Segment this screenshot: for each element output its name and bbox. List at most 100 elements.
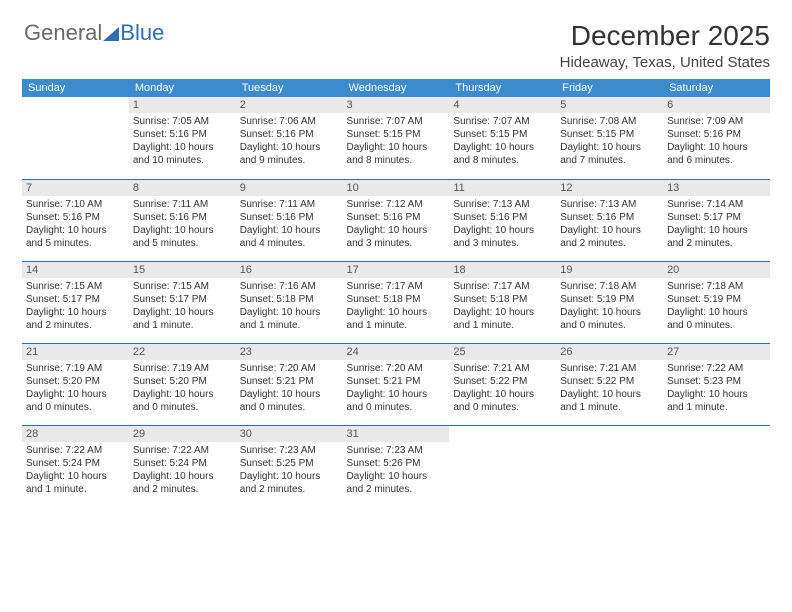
calendar-day-cell: 28Sunrise: 7:22 AMSunset: 5:24 PMDayligh… bbox=[22, 425, 129, 507]
day-number: 13 bbox=[663, 180, 770, 196]
day-number: 21 bbox=[22, 344, 129, 360]
day-info: Sunrise: 7:19 AMSunset: 5:20 PMDaylight:… bbox=[26, 362, 125, 414]
day-info: Sunrise: 7:06 AMSunset: 5:16 PMDaylight:… bbox=[240, 115, 339, 167]
day-info: Sunrise: 7:23 AMSunset: 5:25 PMDaylight:… bbox=[240, 444, 339, 496]
day-info: Sunrise: 7:22 AMSunset: 5:23 PMDaylight:… bbox=[667, 362, 766, 414]
day-info: Sunrise: 7:07 AMSunset: 5:15 PMDaylight:… bbox=[347, 115, 446, 167]
calendar-day-cell: 6Sunrise: 7:09 AMSunset: 5:16 PMDaylight… bbox=[663, 97, 770, 179]
calendar-day-cell: 7 Sunrise: 7:10 AMSunset: 5:16 PMDaylight… bbox=[22, 179, 129, 261]
day-info: Sunrise: 7:05 AMSunset: 5:16 PMDaylight:… bbox=[133, 115, 232, 167]
calendar-day-cell: 9 Sunrise: 7:11 AMSunset: 5:16 PMDaylight… bbox=[236, 179, 343, 261]
calendar-day-cell: 10 Sunrise: 7:12 AMSunset: 5:16 PMDayligh… bbox=[343, 179, 450, 261]
day-info: Sunrise: 7:20 AMSunset: 5:21 PMDaylight:… bbox=[347, 362, 446, 414]
day-info: Sunrise: 7:17 AMSunset: 5:18 PMDaylight:… bbox=[453, 280, 552, 332]
day-info: Sunrise: 7:15 AMSunset: 5:17 PMDaylight:… bbox=[26, 280, 125, 332]
calendar-week-row: 14Sunrise: 7:15 AMSunset: 5:17 PMDayligh… bbox=[22, 261, 770, 343]
day-number: 6 bbox=[663, 97, 770, 113]
calendar-day-cell: 23 Sunrise: 7:20 AMSunset: 5:21 PMDayligh… bbox=[236, 343, 343, 425]
calendar-day-cell: 16Sunrise: 7:16 AMSunset: 5:18 PMDayligh… bbox=[236, 261, 343, 343]
day-number: 2 bbox=[236, 97, 343, 113]
calendar-day-cell: 26 Sunrise: 7:21 AMSunset: 5:22 PMDayligh… bbox=[556, 343, 663, 425]
day-number: 10 bbox=[343, 180, 450, 196]
day-number: 16 bbox=[236, 262, 343, 278]
day-number: 23 bbox=[236, 344, 343, 360]
day-number: 31 bbox=[343, 426, 450, 442]
weekday-header: Monday bbox=[129, 79, 236, 97]
calendar-day-cell: 1 Sunrise: 7:05 AMSunset: 5:16 PMDaylight… bbox=[129, 97, 236, 179]
logo-triangle-icon bbox=[103, 27, 119, 41]
calendar-day-cell: 5Sunrise: 7:08 AMSunset: 5:15 PMDaylight… bbox=[556, 97, 663, 179]
day-number: 9 bbox=[236, 180, 343, 196]
day-info: Sunrise: 7:07 AMSunset: 5:15 PMDaylight:… bbox=[453, 115, 552, 167]
day-info: Sunrise: 7:22 AMSunset: 5:24 PMDaylight:… bbox=[26, 444, 125, 496]
day-number: 1 bbox=[129, 97, 236, 113]
day-number: 26 bbox=[556, 344, 663, 360]
logo: General Blue bbox=[24, 20, 164, 46]
day-info: Sunrise: 7:23 AMSunset: 5:26 PMDaylight:… bbox=[347, 444, 446, 496]
logo-text-1: General bbox=[24, 20, 102, 46]
day-info: Sunrise: 7:11 AMSunset: 5:16 PMDaylight:… bbox=[240, 198, 339, 250]
weekday-header: Tuesday bbox=[236, 79, 343, 97]
calendar-day-cell: 29 Sunrise: 7:22 AMSunset: 5:24 PMDayligh… bbox=[129, 425, 236, 507]
day-number: 12 bbox=[556, 180, 663, 196]
day-info: Sunrise: 7:17 AMSunset: 5:18 PMDaylight:… bbox=[347, 280, 446, 332]
calendar-day-cell: 12 Sunrise: 7:13 AMSunset: 5:16 PMDayligh… bbox=[556, 179, 663, 261]
day-info: Sunrise: 7:13 AMSunset: 5:16 PMDaylight:… bbox=[560, 198, 659, 250]
calendar-day-cell: . bbox=[22, 97, 129, 179]
day-number: 30 bbox=[236, 426, 343, 442]
weekday-header-row: SundayMondayTuesdayWednesdayThursdayFrid… bbox=[22, 79, 770, 97]
day-info: Sunrise: 7:14 AMSunset: 5:17 PMDaylight:… bbox=[667, 198, 766, 250]
calendar-day-cell: . bbox=[663, 425, 770, 507]
weekday-header: Wednesday bbox=[343, 79, 450, 97]
calendar-day-cell: 15 Sunrise: 7:15 AMSunset: 5:17 PMDayligh… bbox=[129, 261, 236, 343]
day-info: Sunrise: 7:21 AMSunset: 5:22 PMDaylight:… bbox=[560, 362, 659, 414]
calendar-week-row: 21Sunrise: 7:19 AMSunset: 5:20 PMDayligh… bbox=[22, 343, 770, 425]
calendar-day-cell: 25Sunrise: 7:21 AMSunset: 5:22 PMDayligh… bbox=[449, 343, 556, 425]
weekday-header: Sunday bbox=[22, 79, 129, 97]
calendar-week-row: 7 Sunrise: 7:10 AMSunset: 5:16 PMDaylight… bbox=[22, 179, 770, 261]
logo-text-2: Blue bbox=[120, 20, 164, 46]
day-info: Sunrise: 7:19 AMSunset: 5:20 PMDaylight:… bbox=[133, 362, 232, 414]
calendar-week-row: 28Sunrise: 7:22 AMSunset: 5:24 PMDayligh… bbox=[22, 425, 770, 507]
day-info: Sunrise: 7:15 AMSunset: 5:17 PMDaylight:… bbox=[133, 280, 232, 332]
calendar-day-cell: 14 Sunrise: 7:15 AMSunset: 5:17 PMDayligh… bbox=[22, 261, 129, 343]
weekday-header: Friday bbox=[556, 79, 663, 97]
day-info: Sunrise: 7:18 AMSunset: 5:19 PMDaylight:… bbox=[560, 280, 659, 332]
day-number: 3 bbox=[343, 97, 450, 113]
day-number: 14 bbox=[22, 262, 129, 278]
calendar-day-cell: 30 Sunrise: 7:23 AMSunset: 5:25 PMDayligh… bbox=[236, 425, 343, 507]
day-number: 11 bbox=[449, 180, 556, 196]
day-info: Sunrise: 7:12 AMSunset: 5:16 PMDaylight:… bbox=[347, 198, 446, 250]
calendar-day-cell: 19 Sunrise: 7:18 AMSunset: 5:19 PMDayligh… bbox=[556, 261, 663, 343]
location-text: Hideaway, Texas, United States bbox=[22, 54, 770, 71]
calendar-day-cell: 17Sunrise: 7:17 AMSunset: 5:18 PMDayligh… bbox=[343, 261, 450, 343]
day-number: 27 bbox=[663, 344, 770, 360]
day-info: Sunrise: 7:11 AMSunset: 5:16 PMDaylight:… bbox=[133, 198, 232, 250]
calendar-day-cell: 13 Sunrise: 7:14 AMSunset: 5:17 PMDayligh… bbox=[663, 179, 770, 261]
day-info: Sunrise: 7:22 AMSunset: 5:24 PMDaylight:… bbox=[133, 444, 232, 496]
day-info: Sunrise: 7:20 AMSunset: 5:21 PMDaylight:… bbox=[240, 362, 339, 414]
day-number: 22 bbox=[129, 344, 236, 360]
calendar-day-cell: 18 Sunrise: 7:17 AMSunset: 5:18 PMDayligh… bbox=[449, 261, 556, 343]
day-info: Sunrise: 7:21 AMSunset: 5:22 PMDaylight:… bbox=[453, 362, 552, 414]
day-info: Sunrise: 7:18 AMSunset: 5:19 PMDaylight:… bbox=[667, 280, 766, 332]
calendar-body: .1Sunrise: 7:05 AMSunset: 5:16 PMDayligh… bbox=[22, 97, 770, 507]
day-info: Sunrise: 7:08 AMSunset: 5:15 PMDaylight:… bbox=[560, 115, 659, 167]
day-number: 18 bbox=[449, 262, 556, 278]
calendar-day-cell: 31 Sunrise: 7:23 AMSunset: 5:26 PMDayligh… bbox=[343, 425, 450, 507]
day-number: 29 bbox=[129, 426, 236, 442]
day-number: 4 bbox=[449, 97, 556, 113]
calendar-day-cell: . bbox=[556, 425, 663, 507]
calendar-day-cell: . bbox=[449, 425, 556, 507]
weekday-header: Thursday bbox=[449, 79, 556, 97]
calendar-day-cell: 24 Sunrise: 7:20 AMSunset: 5:21 PMDayligh… bbox=[343, 343, 450, 425]
day-number: 15 bbox=[129, 262, 236, 278]
calendar-day-cell: 27 Sunrise: 7:22 AMSunset: 5:23 PMDayligh… bbox=[663, 343, 770, 425]
calendar-day-cell: 22 Sunrise: 7:19 AMSunset: 5:20 PMDayligh… bbox=[129, 343, 236, 425]
calendar-day-cell: 4 Sunrise: 7:07 AMSunset: 5:15 PMDaylight… bbox=[449, 97, 556, 179]
weekday-header: Saturday bbox=[663, 79, 770, 97]
day-number: 19 bbox=[556, 262, 663, 278]
day-number: 24 bbox=[343, 344, 450, 360]
day-number: 7 bbox=[22, 180, 129, 196]
day-info: Sunrise: 7:10 AMSunset: 5:16 PMDaylight:… bbox=[26, 198, 125, 250]
